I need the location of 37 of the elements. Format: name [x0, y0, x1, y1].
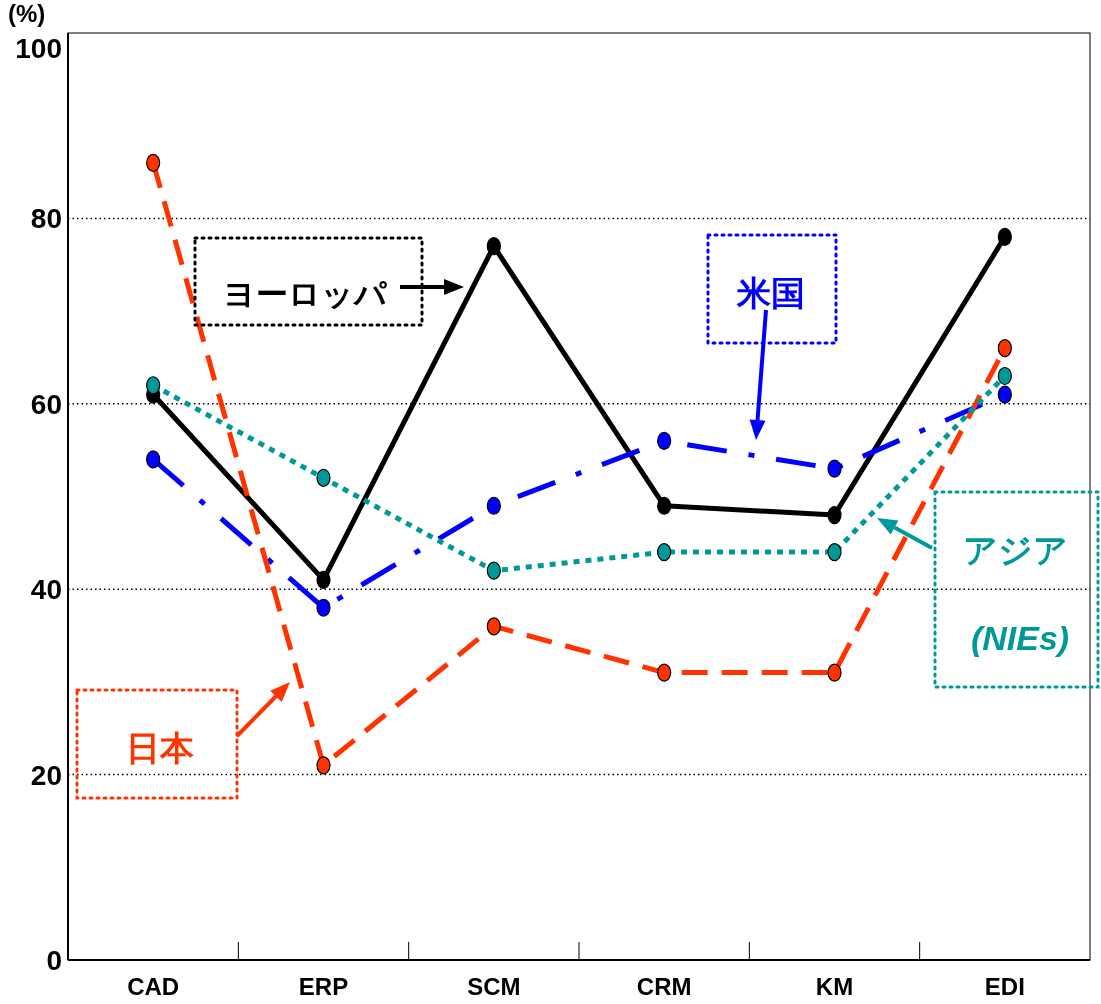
x-tick-label: EDI: [984, 973, 1025, 1000]
point: [997, 385, 1012, 404]
point: [486, 617, 501, 636]
y-tick-label: 100: [15, 33, 62, 64]
y-tick-label: 0: [46, 945, 62, 976]
legend-label: ヨーロッパ: [223, 276, 387, 312]
point: [486, 561, 501, 580]
x-tick-label: SCM: [467, 973, 521, 1000]
point: [657, 663, 672, 682]
point: [316, 570, 331, 590]
point: [827, 543, 842, 562]
y-tick-label: 60: [30, 388, 62, 420]
point: [827, 505, 842, 525]
point: [146, 376, 161, 395]
point: [657, 431, 672, 450]
y-axis-title: (%): [8, 0, 46, 27]
point: [997, 339, 1012, 358]
y-tick-label: 20: [30, 759, 62, 791]
point: [316, 598, 331, 617]
x-tick-label: ERP: [298, 973, 349, 1000]
point: [997, 227, 1012, 247]
x-tick-label: CRM: [636, 973, 692, 1000]
y-tick-label: 80: [30, 203, 62, 235]
point: [316, 468, 331, 488]
x-tick-label: KM: [815, 973, 854, 1000]
point: [657, 543, 672, 562]
point: [146, 153, 161, 172]
y-tick-label: 40: [30, 574, 62, 606]
x-tick-label: CAD: [127, 973, 180, 1000]
point: [997, 366, 1012, 386]
point: [146, 450, 161, 469]
point: [827, 663, 842, 682]
point: [486, 496, 501, 515]
point: [486, 237, 501, 256]
point: [827, 459, 842, 478]
point: [657, 496, 672, 515]
point: [316, 756, 331, 775]
